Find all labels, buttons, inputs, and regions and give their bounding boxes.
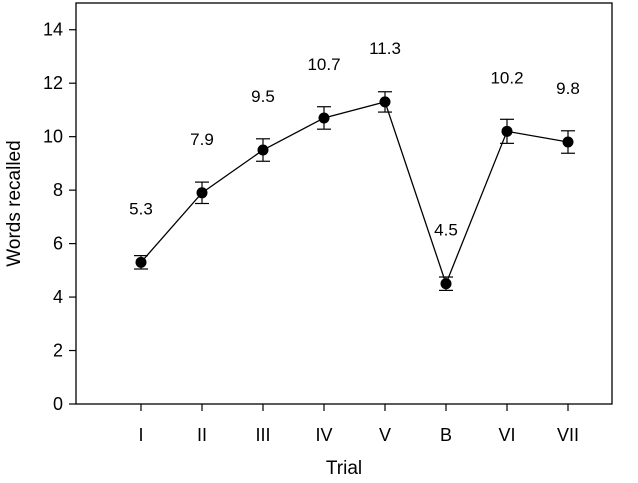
x-tick-label: B (440, 425, 452, 445)
x-tick-label: IV (315, 425, 332, 445)
data-point (562, 136, 574, 148)
x-tick-label: VI (498, 425, 515, 445)
data-point (135, 256, 147, 268)
y-tick-label: 8 (53, 180, 63, 200)
data-label: 10.7 (307, 55, 340, 74)
x-tick-label: II (197, 425, 207, 445)
y-tick-label: 12 (43, 73, 63, 93)
axes (75, 2, 613, 405)
series (134, 91, 575, 291)
y-tick-label: 14 (43, 20, 63, 40)
y-tick-label: 0 (53, 394, 63, 414)
x-ticks: I II III IV V B VI VII (138, 404, 579, 445)
data-point (318, 112, 330, 124)
x-tick-label: V (379, 425, 391, 445)
data-label: 9.5 (251, 87, 275, 106)
y-tick-label: 2 (53, 341, 63, 361)
y-tick-label: 10 (43, 127, 63, 147)
data-label: 9.8 (556, 79, 580, 98)
x-tick-label: III (255, 425, 270, 445)
y-tick-label: 6 (53, 234, 63, 254)
y-ticks: 0 2 4 6 8 10 12 14 (43, 20, 76, 414)
data-label: 10.2 (490, 68, 523, 87)
data-label: 4.5 (434, 221, 458, 240)
data-labels: 5.3 7.9 9.5 10.7 11.3 4.5 10.2 9.8 (129, 39, 580, 240)
data-label: 5.3 (129, 199, 153, 218)
y-axis-title: Words recalled (4, 140, 25, 266)
plot-frame (75, 2, 613, 405)
data-point (379, 96, 391, 108)
y-tick-label: 4 (53, 287, 63, 307)
x-tick-label: VII (557, 425, 579, 445)
series-line (140, 101, 569, 286)
data-point (196, 187, 208, 199)
data-point (440, 278, 452, 290)
data-point (257, 144, 269, 156)
data-point (501, 125, 513, 137)
x-tick-label: I (138, 425, 143, 445)
x-axis-title: Trial (326, 458, 362, 479)
data-label: 7.9 (190, 130, 214, 149)
data-label: 11.3 (369, 39, 401, 58)
